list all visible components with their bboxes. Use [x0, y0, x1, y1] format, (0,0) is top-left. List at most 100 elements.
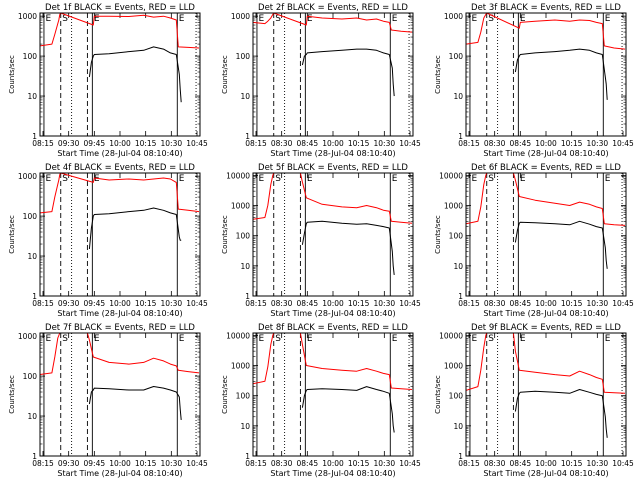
chart-panel-4: Det 4f BLACK = Events, RED = LLD Counts/s… [8, 163, 208, 318]
y-tick-label: 10000 [226, 171, 250, 180]
x-tick-label: 10:45 [186, 139, 208, 148]
x-tick-label: 10:15 [561, 459, 583, 468]
x-axis-label: Start Time (28-Jul-04 08:10:40) [57, 469, 182, 478]
y-tick-label: 1 [245, 132, 250, 141]
y-tick-label: 100 [449, 52, 464, 61]
x-tick-label: 09:45 [84, 139, 106, 148]
marker-label: E [520, 334, 526, 344]
y-tick-label: 10 [453, 422, 463, 431]
y-tick-label: 10 [27, 252, 37, 261]
chart-panel-7: Det 7f BLACK = Events, RED = LLD Counts/s… [8, 323, 208, 478]
red-series-line [253, 173, 413, 224]
marker-label: E [179, 174, 185, 184]
x-tick-label: 10:15 [135, 459, 157, 468]
y-axis-label: Counts/sec [221, 55, 229, 94]
y-tick-label: 1 [32, 452, 37, 461]
x-tick-label: 10:15 [135, 299, 157, 308]
plot-frame [252, 12, 414, 137]
chart-panel-9: Det 9f BLACK = Events, RED = LLD Counts/s… [434, 323, 634, 478]
y-tick-label: 1000 [18, 12, 37, 21]
x-tick-label: 09:30 [58, 459, 80, 468]
x-tick-label: 08:30 [271, 299, 293, 308]
marker-label: E [471, 334, 477, 344]
marker-label: E [94, 174, 100, 184]
x-tick-label: 08:45 [510, 139, 532, 148]
marker-label: E [94, 334, 100, 344]
y-tick-label: 1000 [444, 202, 463, 211]
x-tick-label: 08:45 [510, 299, 532, 308]
marker-label: E [605, 174, 611, 184]
x-axis-label: Start Time (28-Jul-04 08:10:40) [483, 469, 608, 478]
x-tick-label: 08:45 [297, 139, 319, 148]
x-tick-label: 10:00 [109, 459, 131, 468]
y-tick-label: 1 [245, 292, 250, 301]
black-series-line [514, 48, 608, 100]
x-tick-label: 08:15 [245, 299, 267, 308]
chart-panel-5: Det 5f BLACK = Events, RED = LLD Counts/s… [221, 163, 421, 318]
y-axis-label: Counts/sec [221, 375, 229, 414]
red-series-line [253, 333, 413, 390]
y-tick-label: 10 [27, 92, 37, 101]
chart-title: Det 4f BLACK = Events, RED = LLD [45, 163, 195, 173]
y-tick-label: 100 [23, 212, 38, 221]
x-tick-label: 10:00 [322, 459, 344, 468]
x-tick-label: 10:30 [161, 459, 183, 468]
y-tick-label: 1000 [444, 12, 463, 21]
y-tick-label: 1 [458, 292, 463, 301]
chart-panel-2: Det 2f BLACK = Events, RED = LLD Counts/s… [221, 3, 421, 158]
x-tick-label: 10:15 [561, 139, 583, 148]
x-tick-label: 08:15 [32, 459, 54, 468]
marker-label: E [520, 174, 526, 184]
chart-title: Det 3f BLACK = Events, RED = LLD [471, 3, 621, 13]
chart-panel-1: Det 1f BLACK = Events, RED = LLD Counts/s… [8, 3, 208, 158]
plot-frame [465, 172, 627, 297]
red-series-line [40, 333, 200, 375]
x-tick-label: 10:45 [612, 139, 634, 148]
y-tick-label: 1000 [18, 172, 37, 181]
x-tick-label: 10:00 [109, 299, 131, 308]
x-tick-label: 09:30 [58, 139, 80, 148]
marker-label: E [605, 334, 611, 344]
marker-label: E [471, 14, 477, 24]
x-tick-label: 08:30 [484, 299, 506, 308]
black-series-line [88, 386, 182, 420]
x-tick-label: 10:00 [322, 299, 344, 308]
y-tick-label: 100 [449, 232, 464, 241]
red-series-line [253, 13, 413, 33]
y-tick-label: 10 [240, 92, 250, 101]
marker-label: S [62, 14, 68, 24]
x-tick-label: 08:45 [510, 459, 532, 468]
x-tick-label: 08:45 [297, 459, 319, 468]
chart-title: Det 5f BLACK = Events, RED = LLD [258, 163, 408, 173]
x-tick-label: 08:15 [245, 139, 267, 148]
marker-label: E [307, 174, 313, 184]
y-axis-label: Counts/sec [8, 55, 16, 94]
marker-label: E [258, 14, 264, 24]
y-tick-label: 10 [453, 262, 463, 271]
marker-label: E [45, 174, 51, 184]
x-tick-label: 08:30 [271, 139, 293, 148]
marker-label: E [520, 14, 526, 24]
y-tick-label: 1000 [444, 362, 463, 371]
x-tick-label: 09:45 [84, 459, 106, 468]
y-tick-label: 100 [236, 392, 251, 401]
x-axis-label: Start Time (28-Jul-04 08:10:40) [57, 149, 182, 158]
plot-frame [39, 332, 201, 457]
x-tick-label: 10:45 [612, 459, 634, 468]
black-series-line [301, 386, 395, 433]
y-tick-label: 1 [32, 292, 37, 301]
y-tick-label: 1 [458, 132, 463, 141]
x-tick-label: 08:15 [458, 139, 480, 148]
plot-frame [465, 12, 627, 137]
x-axis-label: Start Time (28-Jul-04 08:10:40) [270, 309, 395, 318]
black-series-line [301, 48, 395, 97]
y-tick-label: 100 [236, 232, 251, 241]
chart-title: Det 7f BLACK = Events, RED = LLD [45, 323, 195, 333]
y-tick-label: 1000 [231, 362, 250, 371]
y-tick-label: 10000 [439, 331, 463, 340]
marker-label: E [94, 14, 100, 24]
